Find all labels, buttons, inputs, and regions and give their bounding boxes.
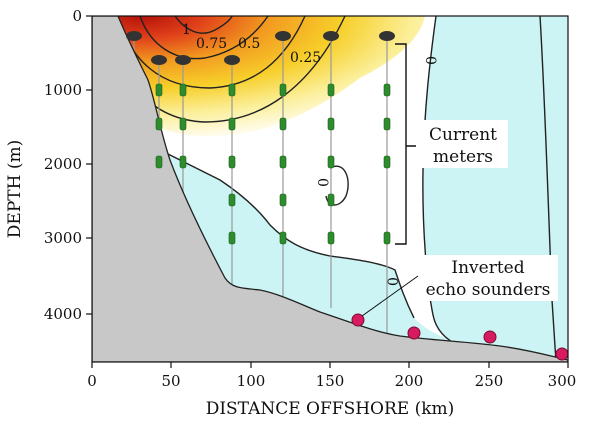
contour-label-075: 0.75	[196, 36, 227, 52]
x-tick-200: 200	[395, 372, 424, 390]
current-meters-callout-line2: meters	[433, 147, 493, 167]
ies-callout-box	[418, 255, 558, 301]
x-tick-150: 150	[316, 372, 345, 390]
current-meters-callout-line1: Current	[429, 125, 497, 145]
echo-sounders	[351, 313, 569, 361]
current-meters	[155, 83, 391, 245]
y-tick-0: 0	[72, 7, 82, 25]
x-axis-title: DISTANCE OFFSHORE (km)	[206, 399, 455, 419]
x-tick-250: 250	[475, 372, 504, 390]
y-axis	[86, 15, 92, 315]
y-axis-title: DEPTH (m)	[5, 140, 25, 238]
y-tick-1000: 1000	[44, 81, 82, 99]
seafloor	[92, 16, 568, 362]
x-tick-0: 0	[87, 372, 97, 390]
ies-pointer-1	[361, 275, 419, 317]
x-tick-100: 100	[237, 372, 266, 390]
contour-label-025: 0.25	[290, 50, 321, 66]
y-tick-4000: 4000	[44, 305, 82, 323]
current-meters-bracket	[395, 43, 416, 245]
floats	[126, 31, 395, 65]
contour-label-0-top: 0	[422, 56, 438, 65]
contour-label-0-mid: 0	[314, 178, 330, 187]
x-axis	[91, 362, 569, 368]
contour-0-lower	[159, 149, 415, 319]
ies-callout-line1: Inverted	[451, 258, 524, 278]
y-tick-3000: 3000	[44, 229, 82, 247]
x-tick-300: 300	[548, 372, 577, 390]
contour-0-outer	[422, 16, 491, 353]
contour-1	[174, 16, 233, 34]
x-tick-50: 50	[161, 372, 180, 390]
current-core	[92, 16, 425, 136]
ies-callout-line2: echo sounders	[426, 280, 551, 300]
contour-label-0-low: 0	[386, 277, 402, 286]
current-meters-callout-box	[418, 120, 508, 168]
contour-label-05: 0.5	[238, 36, 260, 52]
y-tick-2000: 2000	[44, 155, 82, 173]
contour-075	[139, 16, 269, 60]
contour-label-1: 1	[182, 22, 191, 38]
